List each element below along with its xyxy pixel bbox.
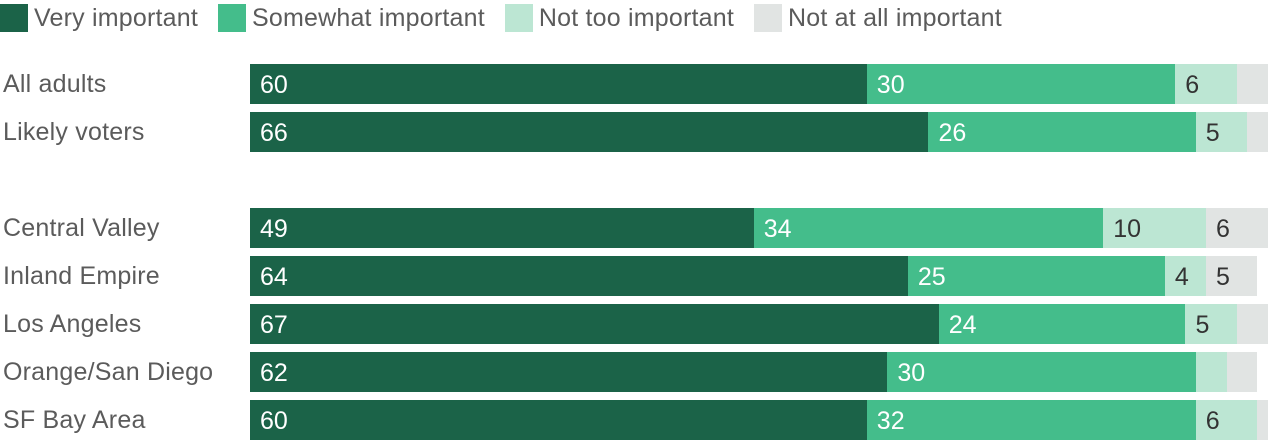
legend-item-very-important: Very important: [0, 4, 198, 33]
category-label: Orange/San Diego: [3, 358, 214, 386]
bar-segment-not-at-all-important: [1257, 400, 1268, 440]
data-label: 5: [1195, 311, 1210, 339]
bar-segment-not-too-important: [1195, 352, 1227, 392]
data-label: 60: [260, 71, 288, 99]
bar-segment-not-at-all-important: 6: [1206, 208, 1268, 248]
bar-segment-very-important: 49: [250, 208, 754, 248]
bar-segment-somewhat-important: 25: [907, 256, 1165, 296]
bar-segment-not-at-all-important: [1247, 112, 1268, 152]
data-label: 6: [1185, 71, 1200, 99]
bar-segment-somewhat-important: 24: [938, 304, 1186, 344]
legend-item-somewhat-important: Somewhat important: [217, 3, 485, 33]
legend-item-not-at-all-important: Not at all important: [754, 4, 1002, 33]
bar-segment-somewhat-important: 30: [866, 64, 1176, 104]
data-label: 34: [763, 215, 792, 243]
data-label: 10: [1113, 215, 1142, 243]
bar-segment-not-too-important: 5: [1195, 112, 1248, 152]
legend-label: Not at all important: [788, 3, 1002, 32]
data-label: 67: [260, 311, 288, 339]
legend-swatch: [0, 4, 28, 32]
legend-swatch: [504, 4, 533, 32]
bar-segment-not-at-all-important: 5: [1206, 256, 1258, 296]
data-label: 6: [1205, 407, 1220, 435]
data-label: 6: [1216, 215, 1230, 243]
bar-row-central-valley: Central Valley 49 34 10 6: [0, 208, 1280, 248]
legend-label: Somewhat important: [251, 3, 485, 32]
bar-segment-somewhat-important: 30: [887, 352, 1196, 392]
bar-row-sf-bay-area: SF Bay Area 60 32 6: [0, 400, 1280, 440]
bar-segment-very-important: 60: [250, 400, 867, 440]
data-label: 24: [948, 311, 977, 339]
category-label: Los Angeles: [3, 310, 142, 338]
stacked-bar: 67 24 5: [250, 304, 1278, 344]
bar-row-los-angeles: Los Angeles 67 24 5: [0, 304, 1280, 344]
bar-segment-very-important: 64: [250, 256, 908, 296]
stacked-bar: 60 32 6: [250, 400, 1278, 440]
data-label: 32: [876, 407, 905, 435]
data-label: 62: [260, 359, 288, 387]
category-label: SF Bay Area: [3, 406, 146, 434]
legend-label: Very important: [34, 3, 198, 32]
stacked-bar: 62 30: [250, 352, 1278, 392]
data-label: 5: [1205, 119, 1220, 147]
bar-segment-very-important: 66: [250, 112, 929, 152]
category-label: All adults: [3, 70, 107, 98]
data-label: 60: [260, 407, 288, 435]
legend-swatch: [754, 4, 783, 32]
category-label: Central Valley: [3, 214, 160, 242]
bar-segment-not-at-all-important: [1236, 64, 1268, 104]
category-label: Likely voters: [3, 118, 145, 146]
data-label: 5: [1216, 263, 1230, 291]
bar-segment-somewhat-important: 26: [928, 112, 1196, 152]
bar-segment-not-too-important: 10: [1103, 208, 1207, 248]
stacked-bar: 49 34 10 6: [250, 208, 1278, 248]
legend-item-not-too-important: Not too important: [504, 3, 735, 33]
bar-row-inland-empire: Inland Empire 64 25 4 5: [0, 256, 1280, 296]
bar-segment-not-at-all-important: [1236, 304, 1268, 344]
bar-row-likely-voters: Likely voters 66 26 5: [0, 112, 1280, 152]
bar-row-orange-san-diego: Orange/San Diego 62 30: [0, 352, 1280, 392]
bar-segment-not-too-important: 6: [1195, 400, 1258, 440]
data-label: 64: [260, 263, 288, 291]
category-label: Inland Empire: [3, 262, 160, 290]
data-label: 26: [938, 119, 967, 147]
bar-row-all-adults: All adults 60 30 6: [0, 64, 1280, 104]
bar-segment-not-too-important: 6: [1175, 64, 1237, 104]
bar-segment-not-too-important: 5: [1185, 304, 1237, 344]
bar-segment-not-at-all-important: [1226, 352, 1258, 392]
bar-segment-somewhat-important: 34: [753, 208, 1104, 248]
data-label: 49: [260, 215, 288, 243]
data-label: 25: [917, 263, 946, 291]
legend-label: Not too important: [538, 3, 735, 32]
data-label: 30: [876, 71, 905, 99]
stacked-bar: 64 25 4 5: [250, 256, 1278, 296]
bar-segment-very-important: 67: [250, 304, 939, 344]
stacked-bar: 66 26 5: [250, 112, 1278, 152]
data-label: 4: [1174, 263, 1189, 291]
data-label: 30: [897, 359, 926, 387]
bar-segment-very-important: 62: [250, 352, 888, 392]
bar-segment-very-important: 60: [250, 64, 867, 104]
bar-segment-somewhat-important: 32: [866, 400, 1196, 440]
legend-swatch: [217, 4, 246, 32]
legend: Very important Somewhat important Not too …: [0, 2, 1022, 34]
data-label: 66: [260, 119, 288, 147]
stacked-bar: 60 30 6: [250, 64, 1278, 104]
bar-segment-not-too-important: 4: [1164, 256, 1207, 296]
